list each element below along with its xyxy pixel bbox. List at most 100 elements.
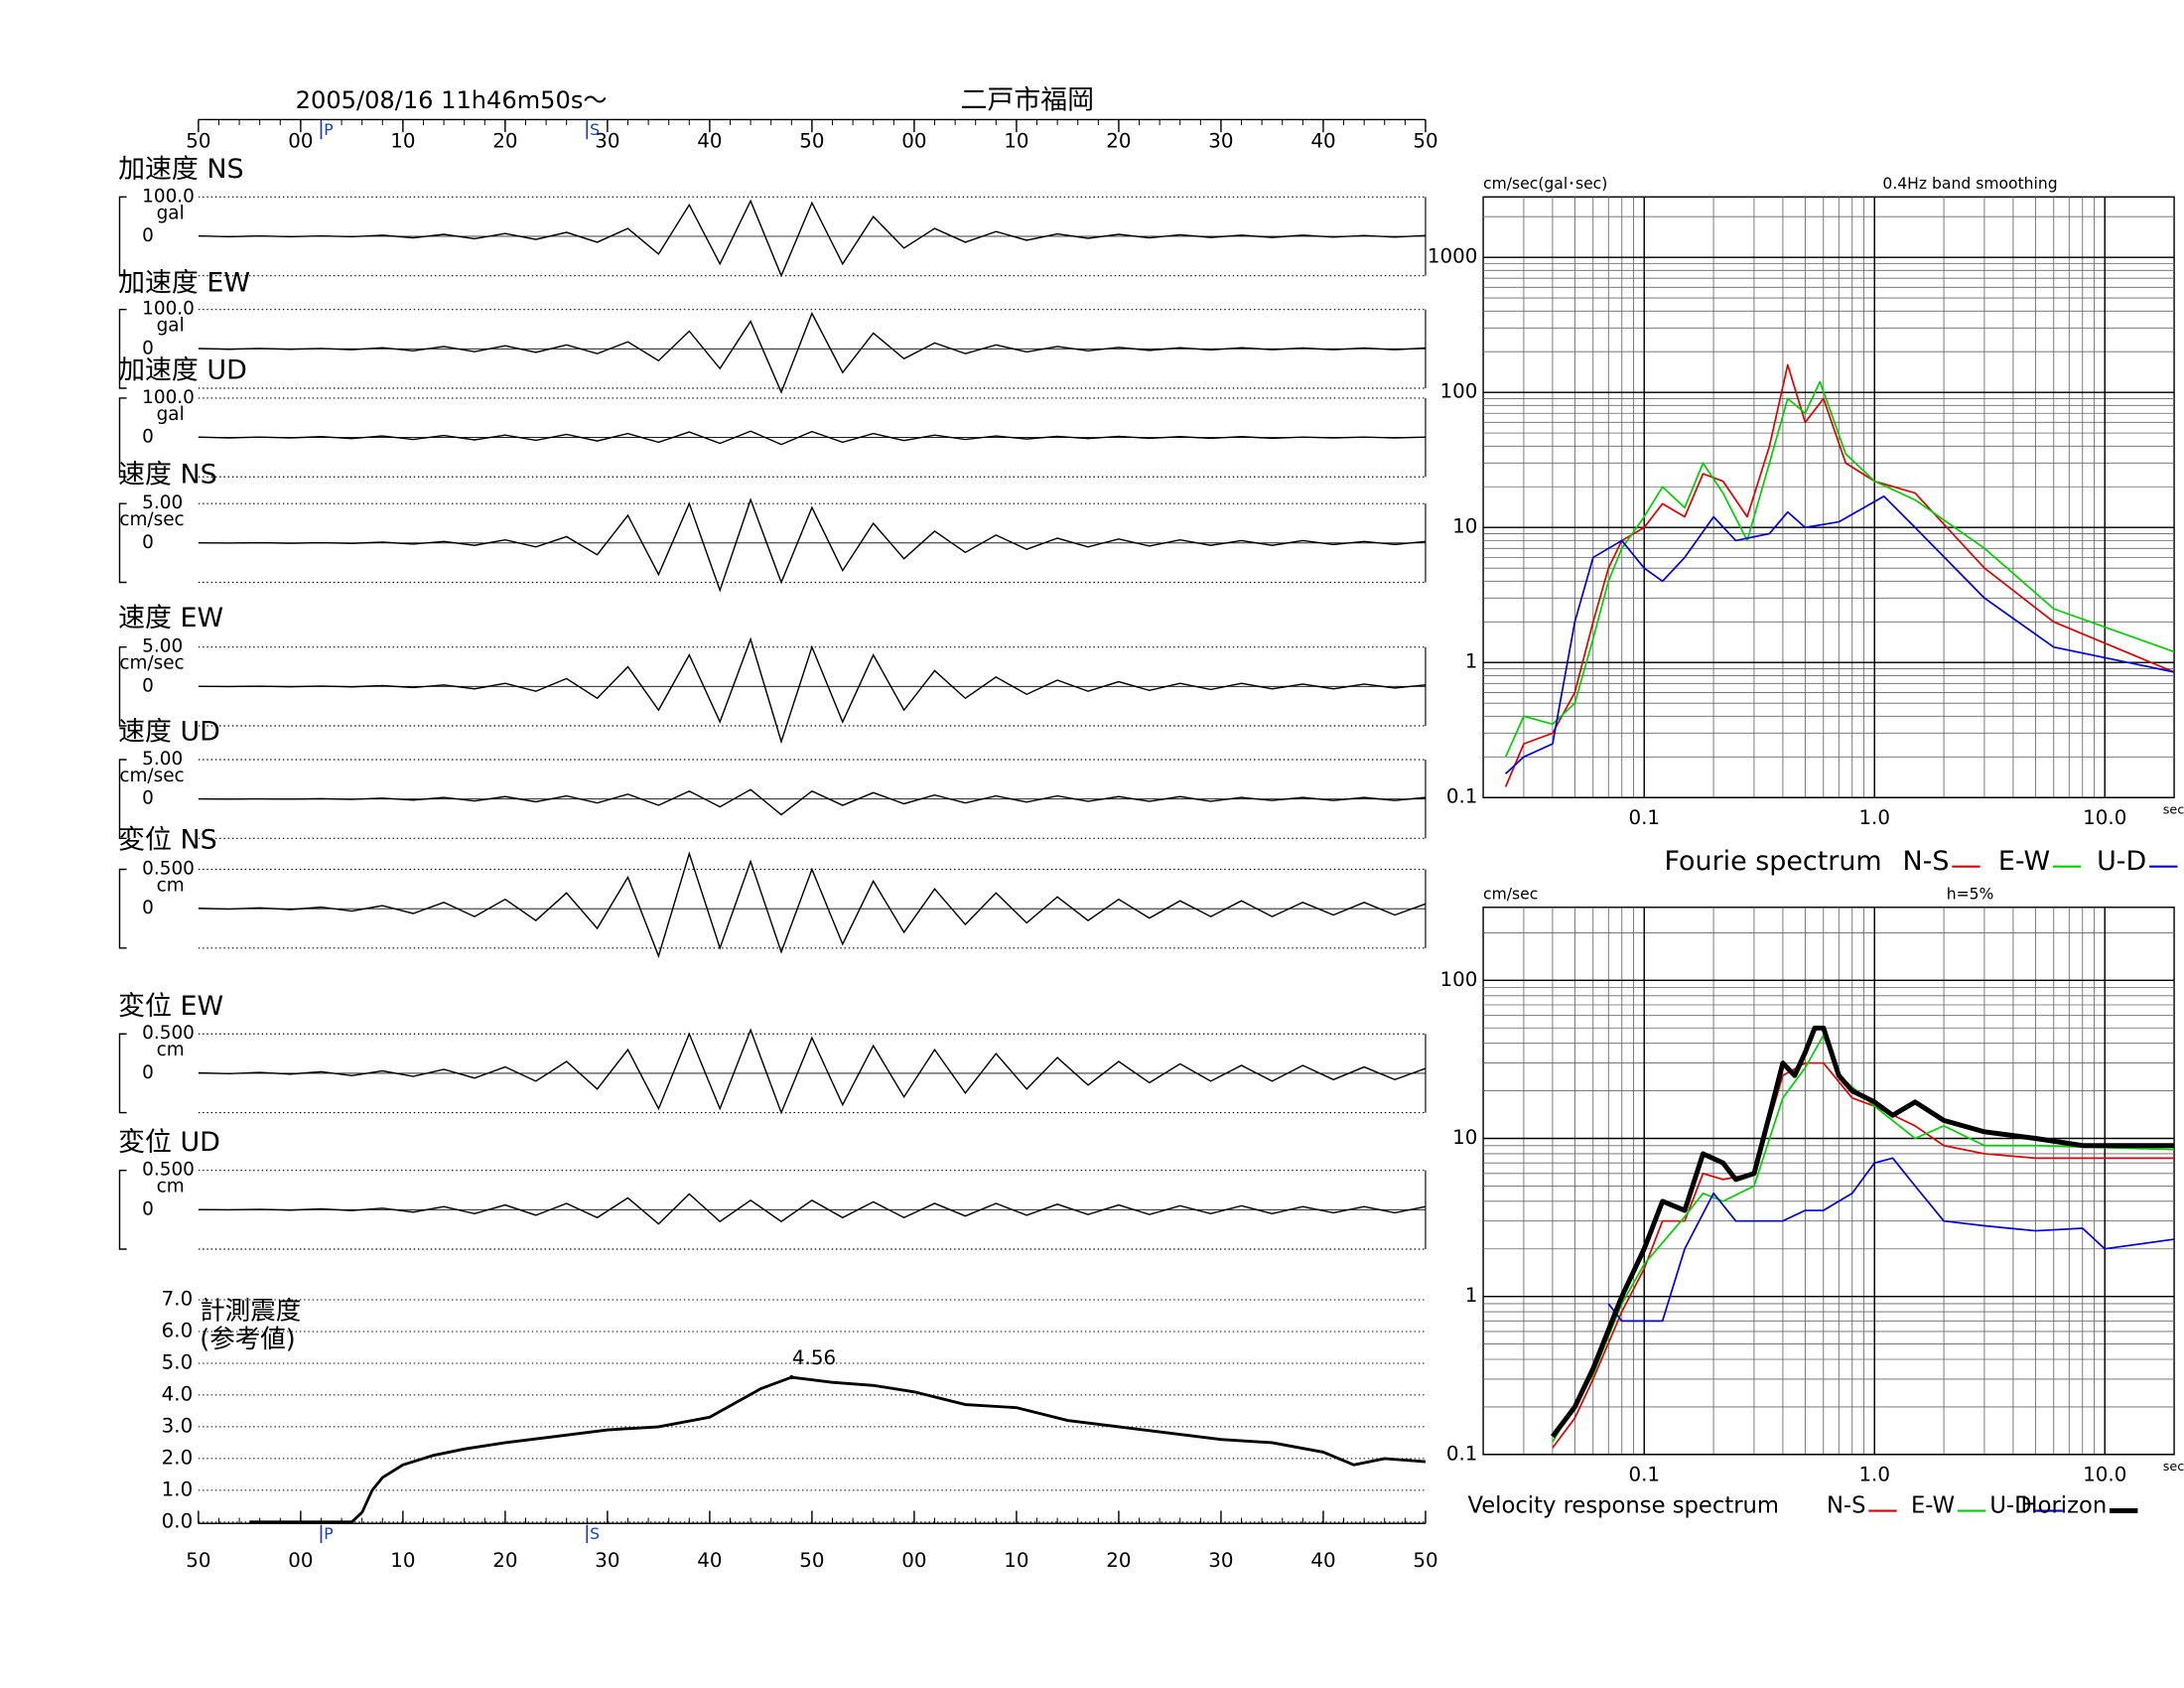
time-tick-label: 10 xyxy=(1004,130,1028,153)
scale-label: 0.500 xyxy=(142,1023,195,1044)
trace-name: 変位 UD xyxy=(118,1127,220,1158)
legend-label: N-S xyxy=(1902,846,1949,877)
scale-label: 5.00 xyxy=(142,636,183,657)
phase-label: S xyxy=(590,1525,600,1543)
time-tick-label: 40 xyxy=(1310,130,1335,153)
legend-label: E-W xyxy=(1911,1493,1955,1519)
time-tick-label: 30 xyxy=(1208,1549,1233,1572)
waveform xyxy=(198,199,1426,278)
trace-bracket xyxy=(118,868,127,949)
zero-label: 0 xyxy=(142,338,154,358)
scale-label: 0.500 xyxy=(142,859,195,880)
x-unit-label: sec xyxy=(2163,1460,2184,1475)
zero-label: 0 xyxy=(142,1062,154,1083)
scale-label: 100.0 xyxy=(142,387,195,408)
y-tick-label: 2.0 xyxy=(162,1446,194,1469)
x-tick-label: 0.1 xyxy=(1628,806,1660,829)
y-tick-label: 4.0 xyxy=(162,1382,194,1405)
trace-bracket xyxy=(118,1033,127,1114)
time-tick-label: 20 xyxy=(492,130,517,153)
y-tick-label: 100 xyxy=(1440,380,1478,403)
intensity-title: (参考値) xyxy=(200,1325,295,1354)
scale-label: 5.00 xyxy=(142,749,183,770)
zero-label: 0 xyxy=(142,788,154,809)
time-tick-label: 40 xyxy=(697,1549,722,1572)
scale-label: 100.0 xyxy=(142,186,195,207)
peak-dot xyxy=(789,1374,794,1380)
trace-name: 速度 EW xyxy=(118,603,223,633)
scale-label: 5.00 xyxy=(142,492,183,513)
zero-label: 0 xyxy=(142,427,154,448)
zero-label: 0 xyxy=(142,1198,154,1219)
phase-label: P xyxy=(324,1525,333,1543)
x-tick-label: 10.0 xyxy=(2083,806,2126,829)
phase-label: P xyxy=(324,121,333,139)
time-tick-label: 10 xyxy=(390,1549,415,1572)
record-time: 2005/08/16 11h46m50s〜 xyxy=(296,86,608,114)
time-tick-label: 30 xyxy=(1208,130,1233,153)
trace-bracket xyxy=(118,308,127,389)
scale-label: 0.500 xyxy=(142,1160,195,1181)
intensity-title: 計測震度 xyxy=(200,1297,301,1327)
trace-bracket xyxy=(118,1169,127,1250)
y-tick-label: 1 xyxy=(1465,1284,1478,1307)
time-tick-label: 00 xyxy=(901,1549,926,1572)
unit-label: cm xyxy=(157,876,185,897)
time-tick-label: 50 xyxy=(186,130,210,153)
unit-label: cm xyxy=(157,1177,185,1197)
trace-bracket xyxy=(118,502,127,584)
time-tick-label: 00 xyxy=(288,1549,313,1572)
waveform xyxy=(198,788,1427,816)
unit-label: cm xyxy=(157,1040,185,1060)
waveform xyxy=(198,311,1426,394)
zero-label: 0 xyxy=(142,675,154,696)
y-tick-label: 1.0 xyxy=(162,1477,194,1500)
y-tick-label: 0.1 xyxy=(1446,1442,1478,1465)
x-tick-label: 1.0 xyxy=(1858,1464,1890,1486)
legend-label: N-S xyxy=(1827,1493,1866,1519)
unit-label: cm/sec xyxy=(119,509,184,530)
waveform xyxy=(198,430,1426,446)
trace-name: 加速度 EW xyxy=(118,268,250,299)
time-tick-label: 40 xyxy=(1310,1549,1335,1572)
spectrum-line xyxy=(1505,494,2175,774)
time-tick-label: 50 xyxy=(1413,1549,1437,1572)
legend-label: U-D xyxy=(2097,846,2146,877)
unit-label: gal xyxy=(157,316,185,337)
phase-label: S xyxy=(590,121,600,139)
waveform xyxy=(198,636,1427,745)
time-tick-label: 10 xyxy=(1004,1549,1028,1572)
legend-title: Fourie spectrum xyxy=(1665,846,1882,877)
y-tick-label: 1 xyxy=(1465,650,1478,673)
unit-label: cm/sec xyxy=(1483,886,1538,904)
legend-label: Horizon xyxy=(2021,1493,2108,1519)
waveform xyxy=(198,497,1427,593)
trace-name: 速度 NS xyxy=(118,459,217,490)
unit-label: cm/sec(gal･sec) xyxy=(1483,175,1607,193)
y-tick-label: 100 xyxy=(1440,968,1478,991)
y-tick-label: 5.0 xyxy=(162,1350,194,1373)
time-tick-label: 00 xyxy=(901,130,926,153)
zero-label: 0 xyxy=(142,225,154,246)
station-name: 二戸市福岡 xyxy=(961,85,1095,116)
trace-name: 変位 NS xyxy=(118,825,217,856)
note-label: 0.4Hz band smoothing xyxy=(1882,175,2057,193)
time-tick-label: 00 xyxy=(288,130,313,153)
time-tick-label: 20 xyxy=(1106,130,1131,153)
x-tick-label: 1.0 xyxy=(1858,806,1890,829)
trace-bracket xyxy=(118,196,127,277)
time-tick-label: 30 xyxy=(595,1549,619,1572)
trace-name: 加速度 UD xyxy=(118,355,247,386)
spectrum-line xyxy=(1552,1034,2175,1443)
waveform xyxy=(198,1028,1427,1115)
time-tick-label: 40 xyxy=(697,130,722,153)
spectrum-line xyxy=(1550,1025,2175,1439)
waveform xyxy=(198,851,1427,958)
unit-label: cm/sec xyxy=(119,766,184,786)
zero-label: 0 xyxy=(142,898,154,918)
waveform xyxy=(198,1193,1427,1225)
trace-bracket xyxy=(118,397,127,478)
trace-name: 速度 UD xyxy=(118,717,220,748)
